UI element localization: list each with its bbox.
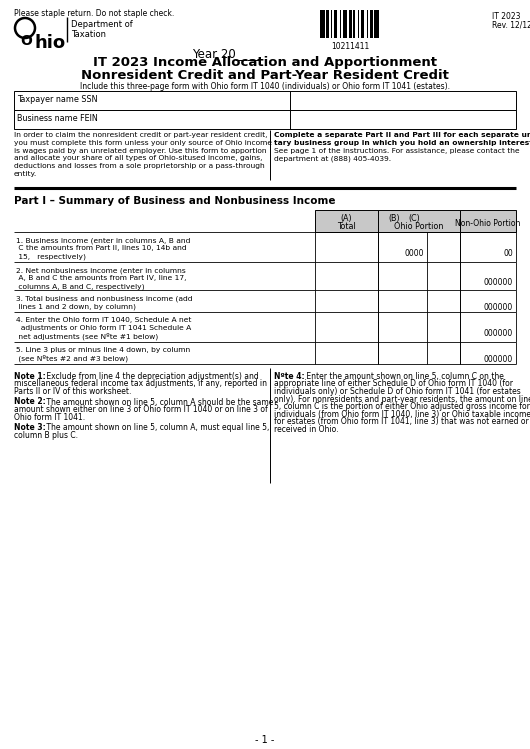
- Text: net adjustments (see Nºte #1 below): net adjustments (see Nºte #1 below): [16, 333, 158, 341]
- Text: hio: hio: [35, 34, 66, 52]
- Text: The amount shown on line 5, column A should be the same: The amount shown on line 5, column A sho…: [44, 398, 273, 407]
- Text: only). For nonresidents and part-year residents, the amount on line: only). For nonresidents and part-year re…: [274, 395, 530, 404]
- Bar: [360, 10, 364, 38]
- Text: 0000: 0000: [404, 249, 424, 258]
- Text: columns A, B and C, respectively): columns A, B and C, respectively): [16, 283, 145, 290]
- Text: Taxpayer name SSN: Taxpayer name SSN: [17, 95, 98, 104]
- Text: Please staple return. Do not staple check.: Please staple return. Do not staple chec…: [14, 9, 174, 18]
- Text: and allocate your share of all types of Ohio-sitused income, gains,: and allocate your share of all types of …: [14, 155, 262, 161]
- Bar: [358, 10, 359, 38]
- Text: The amount shown on line 5, column A, must equal line 5,: The amount shown on line 5, column A, mu…: [44, 423, 269, 432]
- Text: (C): (C): [408, 214, 420, 223]
- Text: Ohio Portion: Ohio Portion: [394, 222, 444, 231]
- Text: C the amounts from Part II, lines 10, 14b and: C the amounts from Part II, lines 10, 14…: [16, 245, 187, 251]
- Text: 000000: 000000: [484, 329, 513, 338]
- Bar: [14, 110, 516, 129]
- Bar: [367, 10, 368, 38]
- Bar: [378, 210, 460, 232]
- Bar: [353, 10, 355, 38]
- Bar: [331, 10, 332, 38]
- Bar: [315, 210, 378, 232]
- Text: Nonresident Credit and Part-Year Resident Credit: Nonresident Credit and Part-Year Residen…: [81, 69, 449, 82]
- Text: Note 2:: Note 2:: [14, 398, 46, 407]
- Text: Total: Total: [337, 222, 356, 231]
- Text: tary business group in which you hold an ownership interest.: tary business group in which you hold an…: [274, 140, 530, 146]
- Text: 10211411: 10211411: [331, 42, 369, 51]
- Text: A, B and C the amounts from Part IV, line 17,: A, B and C the amounts from Part IV, lin…: [16, 275, 187, 281]
- Text: IT 2023 Income Allocation and Apportionment: IT 2023 Income Allocation and Apportionm…: [93, 56, 437, 69]
- Bar: [326, 10, 329, 38]
- Text: you must complete this form unless your only source of Ohio income: you must complete this form unless your …: [14, 140, 272, 146]
- Text: is wages paid by an unrelated employer. Use this form to apportion: is wages paid by an unrelated employer. …: [14, 148, 267, 154]
- Text: received in Ohio.: received in Ohio.: [274, 425, 339, 434]
- Text: IT 2023: IT 2023: [492, 12, 520, 21]
- Bar: [14, 91, 516, 110]
- Text: Department of: Department of: [71, 20, 132, 29]
- Text: 5. Line 3 plus or minus line 4 down, by column: 5. Line 3 plus or minus line 4 down, by …: [16, 347, 190, 353]
- Text: amount shown either on line 3 of Ohio form IT 1040 or on line 3 of: amount shown either on line 3 of Ohio fo…: [14, 405, 268, 414]
- Text: 3. Total business and nonbusiness income (add: 3. Total business and nonbusiness income…: [16, 295, 192, 302]
- Text: Non-Ohio Portion: Non-Ohio Portion: [455, 219, 520, 228]
- Text: miscellaneous federal income tax adjustments, if any, reported in: miscellaneous federal income tax adjustm…: [14, 380, 267, 389]
- Text: column B plus C.: column B plus C.: [14, 431, 78, 440]
- Text: Rev. 12/12: Rev. 12/12: [492, 20, 530, 29]
- Text: Parts II or IV of this worksheet.: Parts II or IV of this worksheet.: [14, 387, 131, 396]
- Text: 5, column C is the portion of either Ohio adjusted gross income for: 5, column C is the portion of either Ohi…: [274, 402, 530, 411]
- Text: Note 3:: Note 3:: [14, 423, 46, 432]
- Text: deductions and losses from a sole proprietorship or a pass-through: deductions and losses from a sole propri…: [14, 163, 265, 169]
- Text: 15,   respectively): 15, respectively): [16, 253, 86, 259]
- Text: Business name FEIN: Business name FEIN: [17, 114, 98, 123]
- Bar: [349, 10, 351, 38]
- Text: for estates (from Ohio form IT 1041, line 3) that was not earned or: for estates (from Ohio form IT 1041, lin…: [274, 417, 529, 426]
- Text: O: O: [20, 34, 32, 48]
- Text: (B): (B): [388, 214, 400, 223]
- Text: - 1 -: - 1 -: [255, 735, 275, 745]
- Text: lines 1 and 2 down, by column): lines 1 and 2 down, by column): [16, 303, 136, 309]
- Text: Include this three-page form with Ohio form IT 1040 (individuals) or Ohio form I: Include this three-page form with Ohio f…: [80, 82, 450, 91]
- Text: Ohio form IT 1041.: Ohio form IT 1041.: [14, 413, 85, 422]
- Text: Complete a separate Part II and Part III for each separate uni-: Complete a separate Part II and Part III…: [274, 132, 530, 138]
- Circle shape: [15, 18, 35, 38]
- Text: department at (888) 405-4039.: department at (888) 405-4039.: [274, 155, 391, 162]
- Text: Taxation: Taxation: [71, 30, 106, 39]
- Text: (see Nºtes #2 and #3 below): (see Nºtes #2 and #3 below): [16, 355, 128, 363]
- Text: Exclude from line 4 the depreciation adjustment(s) and: Exclude from line 4 the depreciation adj…: [44, 372, 259, 381]
- Bar: [340, 10, 341, 38]
- Text: appropriate line of either Schedule D of Ohio form IT 1040 (for: appropriate line of either Schedule D of…: [274, 380, 513, 389]
- Text: 2. Net nonbusiness income (enter in columns: 2. Net nonbusiness income (enter in colu…: [16, 267, 185, 273]
- Text: 00: 00: [504, 249, 513, 258]
- Text: Enter the amount shown on line 5, column C on the: Enter the amount shown on line 5, column…: [304, 372, 504, 381]
- Text: 000000: 000000: [484, 303, 513, 312]
- Text: individuals only) or Schedule D of Ohio form IT 1041 (for estates: individuals only) or Schedule D of Ohio …: [274, 387, 521, 396]
- Text: (A): (A): [341, 214, 352, 223]
- Text: 000000: 000000: [484, 355, 513, 364]
- Bar: [369, 10, 373, 38]
- Text: 000000: 000000: [484, 278, 513, 287]
- Bar: [342, 10, 347, 38]
- Bar: [460, 210, 516, 232]
- Text: entity.: entity.: [14, 171, 37, 177]
- Text: In order to claim the nonresident credit or part-year resident credit,: In order to claim the nonresident credit…: [14, 132, 268, 138]
- Text: See page 1 of the instructions. For assistance, please contact the: See page 1 of the instructions. For assi…: [274, 148, 519, 154]
- Text: Nºte 4:: Nºte 4:: [274, 372, 305, 381]
- Text: adjustments or Ohio form IT 1041 Schedule A: adjustments or Ohio form IT 1041 Schedul…: [16, 325, 191, 331]
- Text: 1. Business income (enter in columns A, B and: 1. Business income (enter in columns A, …: [16, 237, 190, 243]
- Bar: [333, 10, 337, 38]
- Text: Part I – Summary of Business and Nonbusiness Income: Part I – Summary of Business and Nonbusi…: [14, 196, 335, 206]
- Bar: [374, 10, 378, 38]
- Text: 4. Enter the Ohio form IT 1040, Schedule A net: 4. Enter the Ohio form IT 1040, Schedule…: [16, 317, 191, 323]
- Text: Year 20____: Year 20____: [192, 47, 259, 60]
- Bar: [320, 10, 324, 38]
- Text: individuals (from Ohio form IT 1040, line 3) or Ohio taxable income: individuals (from Ohio form IT 1040, lin…: [274, 410, 530, 419]
- Text: Note 1:: Note 1:: [14, 372, 46, 381]
